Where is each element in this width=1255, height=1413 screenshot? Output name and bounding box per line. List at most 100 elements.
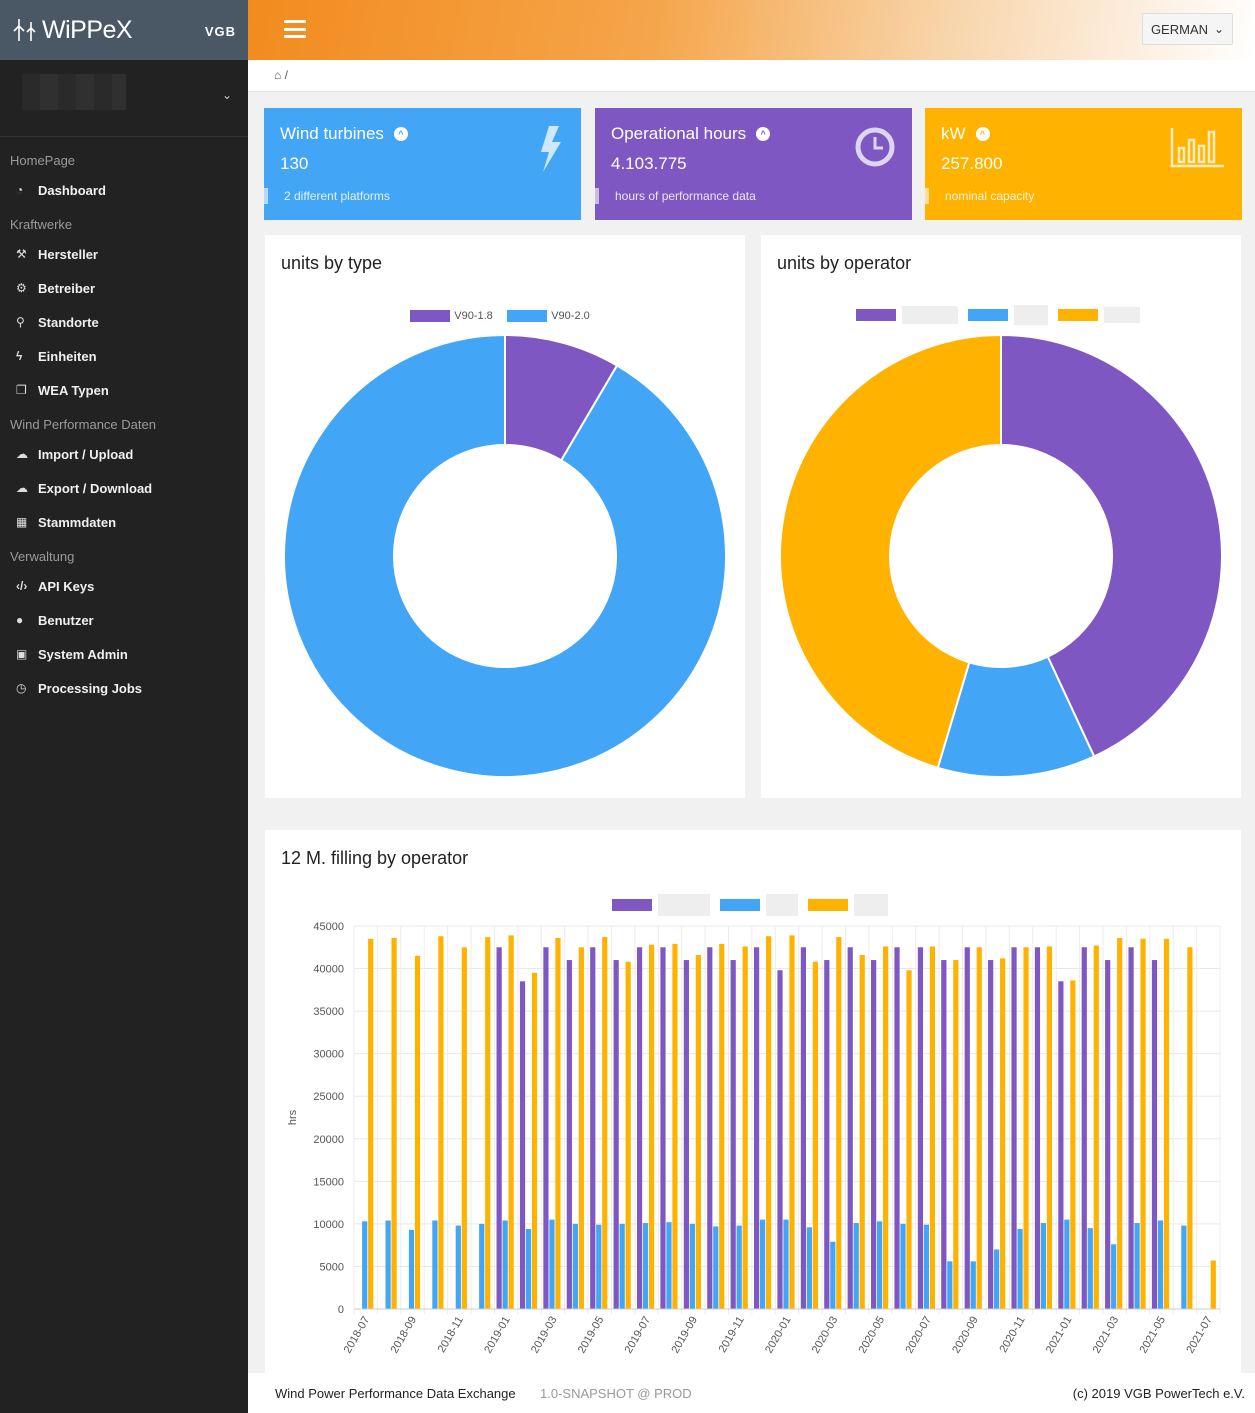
sidebar-item-export-download[interactable]: ☁ Export / Download — [0, 471, 248, 505]
home-icon[interactable]: ⌂ — [274, 68, 282, 82]
bar[interactable] — [824, 960, 830, 1309]
bar[interactable] — [1070, 980, 1076, 1309]
bar[interactable] — [1000, 958, 1006, 1309]
app-logo[interactable]: WiPPeX — [12, 16, 133, 45]
bar[interactable] — [877, 1221, 883, 1309]
bar[interactable] — [894, 947, 900, 1309]
bar[interactable] — [636, 947, 643, 1309]
sidebar-item-processing-jobs[interactable]: ◷ Processing Jobs — [0, 671, 248, 705]
chevron-up-icon[interactable]: ^ — [393, 127, 408, 141]
bar[interactable] — [871, 960, 877, 1309]
bar[interactable] — [672, 943, 678, 1309]
sidebar-item-stammdaten[interactable]: ▦ Stammdaten — [0, 505, 248, 539]
bar[interactable] — [753, 947, 760, 1309]
bar[interactable] — [970, 1261, 976, 1309]
bar[interactable] — [900, 1223, 906, 1309]
bar[interactable] — [619, 1223, 625, 1309]
bar[interactable] — [596, 1224, 602, 1309]
bar[interactable] — [519, 981, 526, 1309]
legend-swatch[interactable] — [507, 309, 548, 322]
bar[interactable] — [976, 947, 982, 1309]
pie-slice[interactable] — [779, 333, 1002, 770]
bar[interactable] — [1023, 947, 1029, 1309]
bar[interactable] — [806, 1227, 813, 1309]
sidebar-item-system-admin[interactable]: ▣ System Admin — [0, 637, 248, 671]
bar[interactable] — [988, 960, 994, 1309]
bar[interactable] — [485, 937, 491, 1309]
bar[interactable] — [707, 947, 713, 1309]
bar[interactable] — [923, 1224, 930, 1309]
bar[interactable] — [1058, 981, 1064, 1309]
bar[interactable] — [777, 970, 783, 1309]
bar[interactable] — [408, 1229, 415, 1309]
bar[interactable] — [1046, 946, 1053, 1309]
bar[interactable] — [1134, 1223, 1140, 1309]
legend-swatch[interactable] — [1058, 309, 1099, 321]
bar[interactable] — [929, 946, 936, 1309]
bar[interactable] — [1157, 1220, 1164, 1309]
stat-card-kw[interactable]: kW ^ 257.800 nominal capacity — [925, 108, 1242, 220]
bar[interactable] — [759, 1219, 766, 1309]
bar[interactable] — [613, 960, 619, 1309]
sidebar-item-dashboard[interactable]: ◔ Dashboard — [0, 173, 248, 207]
bar[interactable] — [812, 961, 819, 1309]
sidebar-item-benutzer[interactable]: ● Benutzer — [0, 603, 248, 637]
bar[interactable] — [941, 960, 947, 1309]
sidebar-item-betreiber[interactable]: ⚙ Betreiber — [0, 271, 248, 305]
bar[interactable] — [1034, 947, 1041, 1309]
sidebar-item-hersteller[interactable]: ⚒ Hersteller — [0, 237, 248, 271]
bar[interactable] — [719, 943, 725, 1309]
sidebar-item-einheiten[interactable]: ϟ Einheiten — [0, 339, 248, 373]
bar[interactable] — [414, 955, 421, 1309]
legend-swatch[interactable] — [720, 899, 760, 911]
bar[interactable] — [502, 1220, 508, 1309]
bar[interactable] — [964, 947, 970, 1309]
bar[interactable] — [1140, 938, 1146, 1309]
pie-slice[interactable] — [283, 333, 727, 778]
legend-swatch[interactable] — [808, 899, 849, 911]
bar[interactable] — [525, 1228, 532, 1309]
bar[interactable] — [1187, 947, 1193, 1309]
bar[interactable] — [883, 946, 889, 1309]
bar[interactable] — [666, 1222, 672, 1309]
bar[interactable] — [1011, 947, 1017, 1309]
bar[interactable] — [543, 947, 549, 1309]
bar[interactable] — [455, 1225, 461, 1309]
bar[interactable] — [853, 1223, 859, 1309]
bar[interactable] — [1210, 1260, 1216, 1309]
bar[interactable] — [695, 954, 701, 1309]
bar[interactable] — [689, 1223, 695, 1309]
bar[interactable] — [391, 937, 397, 1309]
bar[interactable] — [859, 954, 865, 1309]
legend-swatch[interactable] — [855, 309, 896, 321]
user-menu[interactable]: ⌄ — [0, 60, 248, 137]
bar[interactable] — [508, 935, 514, 1309]
bar[interactable] — [572, 1223, 578, 1309]
bar[interactable] — [1017, 1228, 1023, 1309]
bar[interactable] — [602, 937, 608, 1309]
legend-swatch[interactable] — [611, 899, 652, 911]
bar[interactable] — [590, 947, 596, 1309]
bar[interactable] — [566, 960, 572, 1309]
bar[interactable] — [1040, 1223, 1047, 1309]
bar[interactable] — [1181, 1225, 1187, 1309]
bar[interactable] — [953, 960, 959, 1309]
sidebar-item-wea-typen[interactable]: ❐ WEA Typen — [0, 373, 248, 407]
sidebar-item-import-upload[interactable]: ☁ Import / Upload — [0, 437, 248, 471]
bar[interactable] — [648, 944, 655, 1309]
bar[interactable] — [555, 937, 561, 1309]
bar[interactable] — [642, 1223, 649, 1309]
stat-card-operational-hours[interactable]: Operational hours ^ 4.103.775 hours of pe… — [595, 108, 912, 220]
bar[interactable] — [1151, 960, 1158, 1309]
bar[interactable] — [783, 1219, 789, 1309]
legend-swatch[interactable] — [410, 309, 451, 322]
bar[interactable] — [830, 1241, 836, 1309]
bar[interactable] — [1105, 960, 1111, 1309]
bar[interactable] — [917, 947, 924, 1309]
bar[interactable] — [765, 936, 772, 1309]
pie-slice[interactable] — [1000, 333, 1223, 758]
menu-toggle-icon[interactable] — [284, 20, 306, 38]
bar[interactable] — [1163, 938, 1170, 1309]
bar[interactable] — [730, 960, 736, 1309]
bar[interactable] — [531, 972, 538, 1309]
